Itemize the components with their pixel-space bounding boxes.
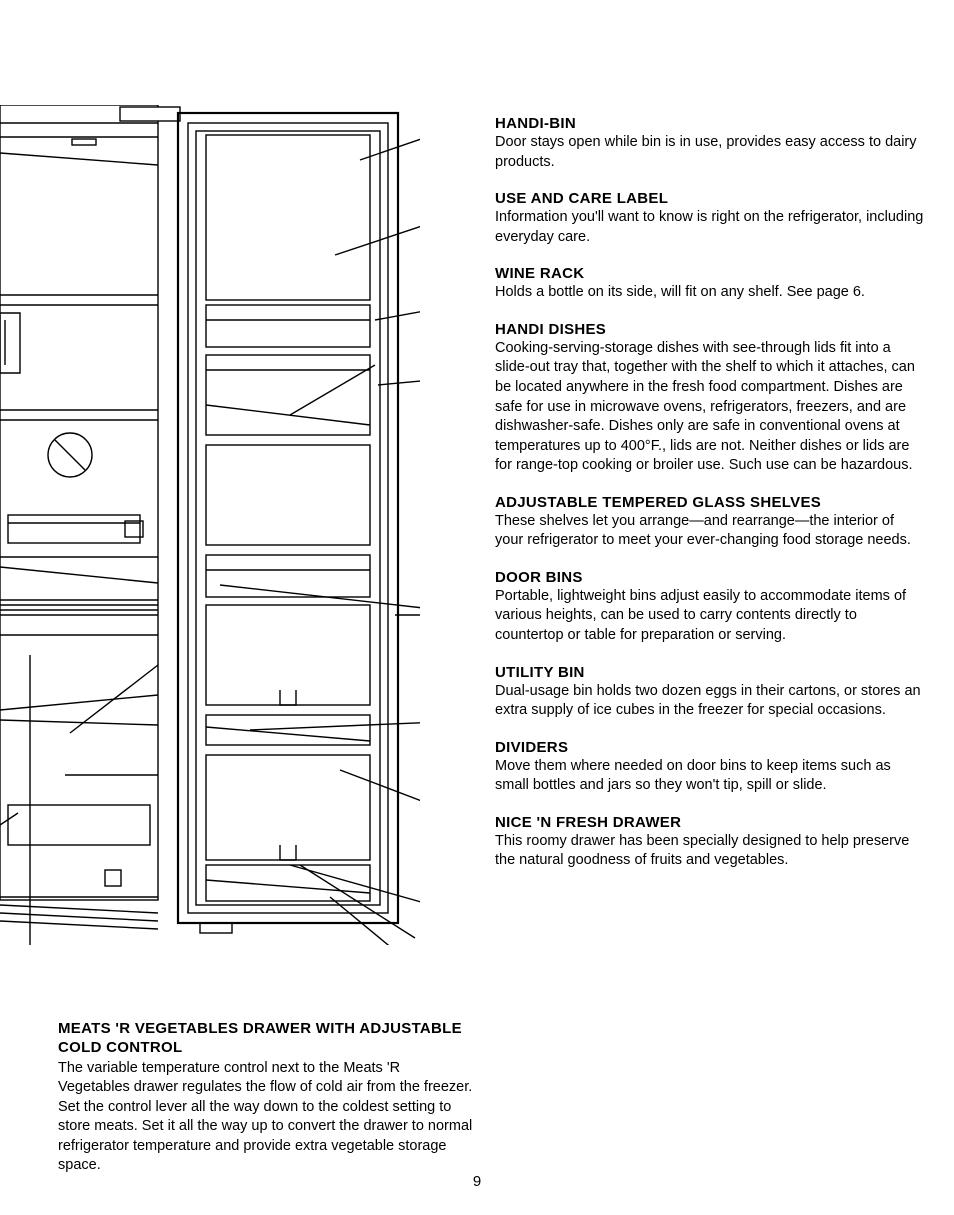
- title-handi-dishes: HANDI DISHES: [495, 321, 925, 338]
- title-nice-fresh: NICE 'N FRESH DRAWER: [495, 814, 925, 831]
- title-dividers: DIVIDERS: [495, 739, 925, 756]
- section-nice-fresh: NICE 'N FRESH DRAWER This roomy drawer h…: [495, 814, 925, 871]
- body-shelves: These shelves let you arrange—and rearra…: [495, 512, 925, 551]
- manual-page: HANDI-BIN Door stays open while bin is i…: [0, 0, 954, 1215]
- title-handi-bin: HANDI-BIN: [495, 115, 925, 132]
- body-handi-dishes: Cooking-serving-storage dishes with see-…: [495, 339, 925, 476]
- fridge-diagram: [0, 105, 420, 945]
- section-utility-bin: UTILITY BIN Dual-usage bin holds two doz…: [495, 664, 925, 721]
- section-handi-dishes: HANDI DISHES Cooking-serving-storage dis…: [495, 321, 925, 476]
- section-use-care: USE AND CARE LABEL Information you'll wa…: [495, 190, 925, 247]
- section-dividers: DIVIDERS Move them where needed on door …: [495, 739, 925, 796]
- body-meats: The variable temperature control next to…: [58, 1059, 473, 1176]
- title-use-care: USE AND CARE LABEL: [495, 190, 925, 207]
- title-shelves: ADJUSTABLE TEMPERED GLASS SHELVES: [495, 494, 925, 511]
- title-wine-rack: WINE RACK: [495, 265, 925, 282]
- body-nice-fresh: This roomy drawer has been specially des…: [495, 832, 925, 871]
- body-door-bins: Portable, lightweight bins adjust easily…: [495, 587, 925, 646]
- body-dividers: Move them where needed on door bins to k…: [495, 757, 925, 796]
- body-handi-bin: Door stays open while bin is in use, pro…: [495, 133, 925, 172]
- title-utility-bin: UTILITY BIN: [495, 664, 925, 681]
- section-door-bins: DOOR BINS Portable, lightweight bins adj…: [495, 569, 925, 646]
- section-shelves: ADJUSTABLE TEMPERED GLASS SHELVES These …: [495, 494, 925, 551]
- title-meats: MEATS 'R VEGETABLES DRAWER WITH ADJUSTAB…: [58, 1020, 473, 1058]
- title-door-bins: DOOR BINS: [495, 569, 925, 586]
- fridge-svg: [0, 105, 420, 945]
- section-meats: MEATS 'R VEGETABLES DRAWER WITH ADJUSTAB…: [58, 1020, 473, 1176]
- body-use-care: Information you'll want to know is right…: [495, 208, 925, 247]
- page-number: 9: [0, 1173, 954, 1190]
- section-handi-bin: HANDI-BIN Door stays open while bin is i…: [495, 115, 925, 172]
- body-wine-rack: Holds a bottle on its side, will fit on …: [495, 283, 925, 303]
- feature-list: HANDI-BIN Door stays open while bin is i…: [495, 115, 925, 889]
- body-utility-bin: Dual-usage bin holds two dozen eggs in t…: [495, 682, 925, 721]
- section-wine-rack: WINE RACK Holds a bottle on its side, wi…: [495, 265, 925, 303]
